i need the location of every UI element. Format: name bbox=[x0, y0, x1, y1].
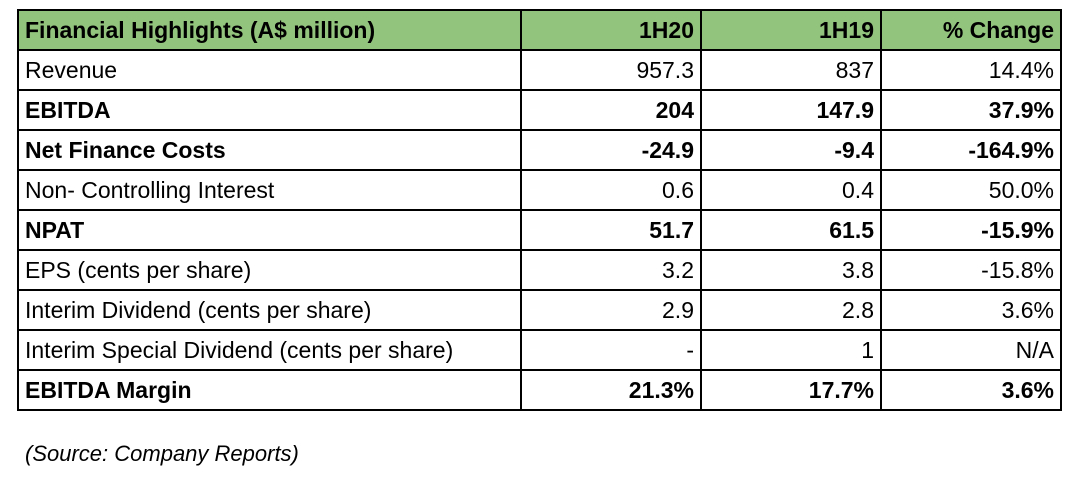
cell-1h19: 1 bbox=[700, 329, 882, 371]
row-label: NPAT bbox=[17, 209, 522, 251]
header-1h19: 1H19 bbox=[700, 9, 882, 51]
header-1h20: 1H20 bbox=[520, 9, 702, 51]
table-row: EPS (cents per share) 3.2 3.8 -15.8% bbox=[17, 249, 1062, 291]
cell-1h19: 61.5 bbox=[700, 209, 882, 251]
cell-1h19: 147.9 bbox=[700, 89, 882, 131]
cell-1h20: 21.3% bbox=[520, 369, 702, 411]
table-row: Interim Dividend (cents per share) 2.9 2… bbox=[17, 289, 1062, 331]
cell-percent-change: 14.4% bbox=[880, 49, 1062, 91]
row-label: EBITDA bbox=[17, 89, 522, 131]
header-percent-change: % Change bbox=[880, 9, 1062, 51]
row-label: Non- Controlling Interest bbox=[17, 169, 522, 211]
cell-1h20: 204 bbox=[520, 89, 702, 131]
source-note: (Source: Company Reports) bbox=[25, 441, 299, 466]
cell-1h20: 51.7 bbox=[520, 209, 702, 251]
table-header-row: Financial Highlights (A$ million) 1H20 1… bbox=[17, 9, 1062, 51]
cell-1h19: 837 bbox=[700, 49, 882, 91]
cell-1h20: 957.3 bbox=[520, 49, 702, 91]
cell-1h19: -9.4 bbox=[700, 129, 882, 171]
cell-percent-change: -15.8% bbox=[880, 249, 1062, 291]
row-label: Interim Dividend (cents per share) bbox=[17, 289, 522, 331]
table-row: Non- Controlling Interest 0.6 0.4 50.0% bbox=[17, 169, 1062, 211]
table-row: Net Finance Costs -24.9 -9.4 -164.9% bbox=[17, 129, 1062, 171]
cell-1h20: - bbox=[520, 329, 702, 371]
cell-1h19: 3.8 bbox=[700, 249, 882, 291]
cell-1h20: 2.9 bbox=[520, 289, 702, 331]
cell-1h19: 0.4 bbox=[700, 169, 882, 211]
table-row: Interim Special Dividend (cents per shar… bbox=[17, 329, 1062, 371]
cell-percent-change: -15.9% bbox=[880, 209, 1062, 251]
cell-1h20: -24.9 bbox=[520, 129, 702, 171]
row-label: Revenue bbox=[17, 49, 522, 91]
row-label: Interim Special Dividend (cents per shar… bbox=[17, 329, 522, 371]
cell-percent-change: -164.9% bbox=[880, 129, 1062, 171]
cell-1h20: 3.2 bbox=[520, 249, 702, 291]
row-label: Net Finance Costs bbox=[17, 129, 522, 171]
table-row: NPAT 51.7 61.5 -15.9% bbox=[17, 209, 1062, 251]
cell-percent-change: 3.6% bbox=[880, 369, 1062, 411]
financial-highlights-table: Financial Highlights (A$ million) 1H20 1… bbox=[17, 9, 1062, 411]
cell-1h19: 17.7% bbox=[700, 369, 882, 411]
cell-percent-change: 50.0% bbox=[880, 169, 1062, 211]
cell-percent-change: 3.6% bbox=[880, 289, 1062, 331]
cell-1h20: 0.6 bbox=[520, 169, 702, 211]
table-row: EBITDA Margin 21.3% 17.7% 3.6% bbox=[17, 369, 1062, 411]
header-financial-highlights: Financial Highlights (A$ million) bbox=[17, 9, 522, 51]
table-row: EBITDA 204 147.9 37.9% bbox=[17, 89, 1062, 131]
row-label: EBITDA Margin bbox=[17, 369, 522, 411]
cell-percent-change: 37.9% bbox=[880, 89, 1062, 131]
cell-1h19: 2.8 bbox=[700, 289, 882, 331]
cell-percent-change: N/A bbox=[880, 329, 1062, 371]
row-label: EPS (cents per share) bbox=[17, 249, 522, 291]
table-row: Revenue 957.3 837 14.4% bbox=[17, 49, 1062, 91]
